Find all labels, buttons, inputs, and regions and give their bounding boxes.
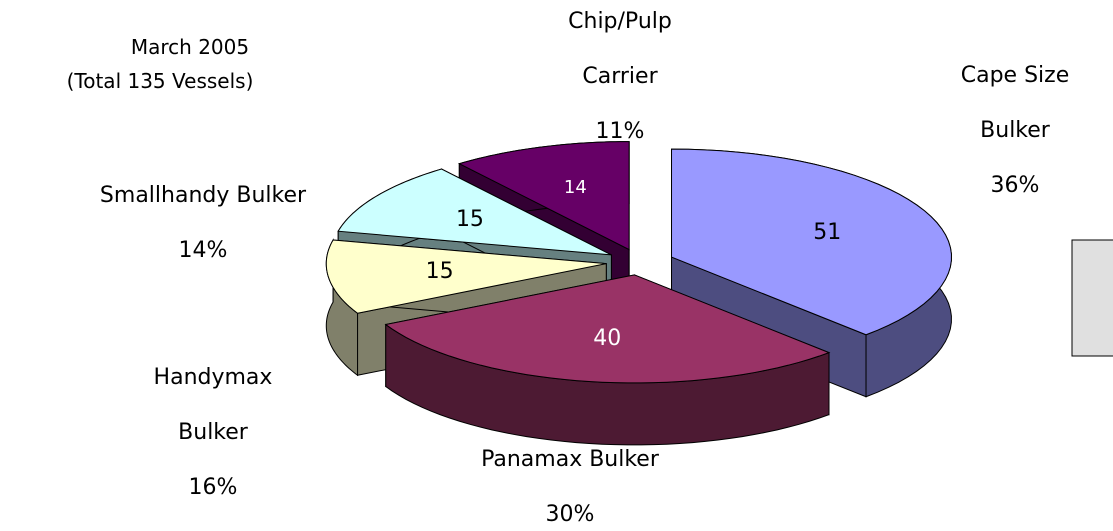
category-label: Chip/Pulp Carrier 11% [540,0,700,159]
chart-subtitle: (Total 135 Vessels) [66,69,254,93]
slice [325,239,607,314]
data-label: 15 [426,259,454,284]
slice [457,141,630,251]
legend-box [1071,239,1113,357]
data-label: 14 [564,177,587,198]
percent-label: 11% [595,119,645,144]
percent-label: 16% [188,475,238,500]
data-label: 51 [813,220,841,245]
slice [384,274,831,384]
data-label: 40 [593,326,621,351]
chart-title: March 2005 [130,35,250,59]
percent-label: 36% [990,173,1040,198]
slice [671,148,952,336]
category-label: Cape Size Bulker 36% [925,48,1105,213]
percent-label: 14% [178,238,228,263]
category-label: Panamax Bulker 30% [380,432,760,531]
data-label: 15 [456,207,484,232]
category-label: Smallhandy Bulker 14% [98,168,308,278]
percent-label: 30% [545,502,595,527]
category-label: Handymax Bulker 16% [118,350,308,515]
slice [337,168,612,256]
